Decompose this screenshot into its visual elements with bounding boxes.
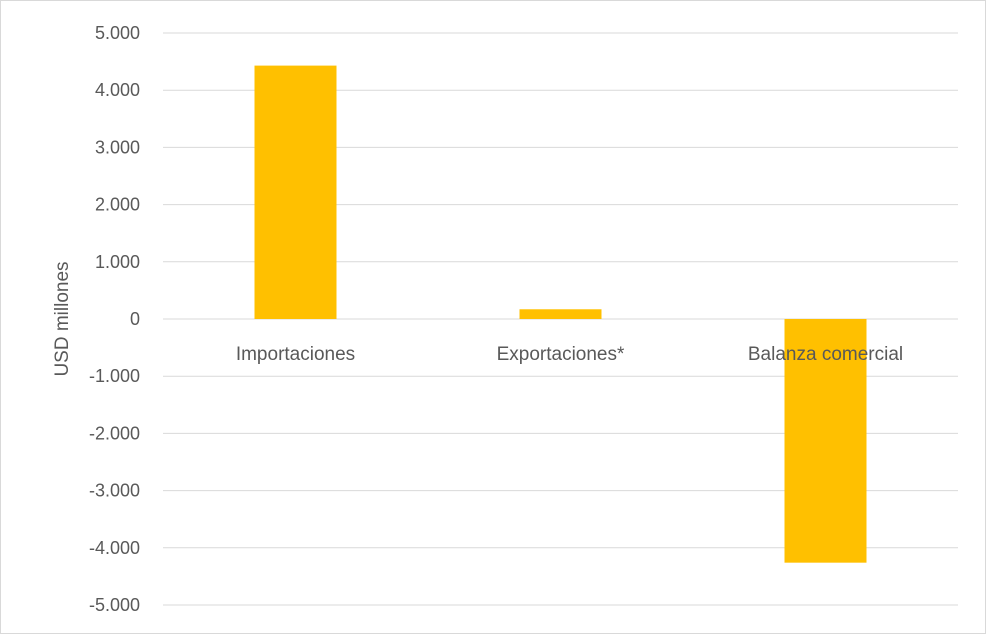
y-tick-label: -3.000 xyxy=(89,481,140,501)
y-tick-label: 2.000 xyxy=(95,195,140,215)
bar xyxy=(519,309,602,319)
y-axis-ticks: 5.000 4.000 3.000 2.000 1.000 0 -1.000 -2.000 -3… xyxy=(89,23,140,615)
y-tick-label: -4.000 xyxy=(89,538,140,558)
category-label: Importaciones xyxy=(236,344,355,365)
y-tick-label: 4.000 xyxy=(95,80,140,100)
bar xyxy=(784,319,867,563)
y-tick-label: -5.000 xyxy=(89,595,140,615)
bars xyxy=(254,65,867,563)
y-tick-label: 0 xyxy=(130,309,140,329)
x-axis-categories: Importaciones Exportaciones* Balanza comer… xyxy=(236,344,903,365)
y-tick-label: 5.000 xyxy=(95,23,140,43)
bar xyxy=(254,65,337,319)
category-label: Exportaciones* xyxy=(497,344,625,365)
y-tick-label: 1.000 xyxy=(95,252,140,272)
y-tick-label: -1.000 xyxy=(89,366,140,386)
y-tick-label: -2.000 xyxy=(89,423,140,443)
y-axis-label: USD millones xyxy=(52,261,73,376)
category-label: Balanza comercial xyxy=(748,344,903,365)
y-tick-label: 3.000 xyxy=(95,137,140,157)
